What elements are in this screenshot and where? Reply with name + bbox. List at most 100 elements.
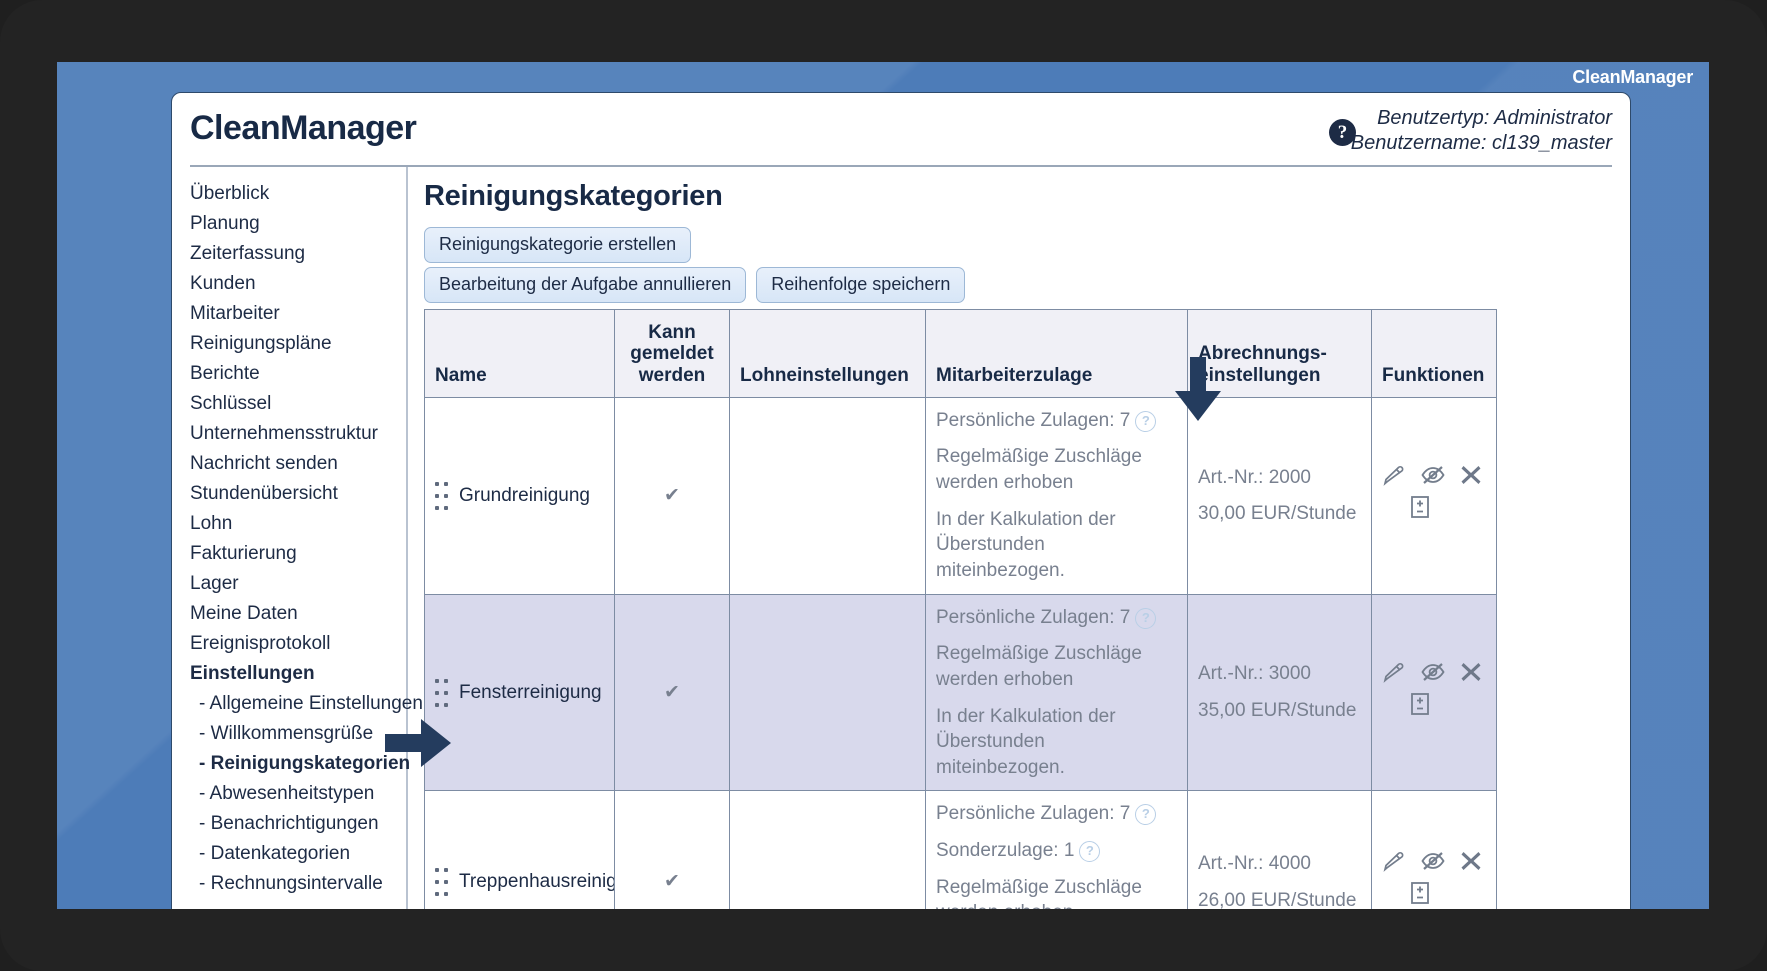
delete-x-icon[interactable] bbox=[1460, 661, 1482, 683]
sidebar-item-9[interactable]: Nachricht senden bbox=[190, 453, 338, 474]
category-name: Fensterreinigung bbox=[459, 681, 602, 703]
cell-can-report-check: ✔ bbox=[614, 790, 730, 909]
sidebar-item-2[interactable]: Zeiterfassung bbox=[190, 243, 306, 264]
supplement-line: Persönliche Zulagen: 7? bbox=[936, 408, 1177, 434]
sidebar-item-7[interactable]: Schlüssel bbox=[190, 393, 272, 414]
table-header-row: Name Kann gemeldet werden Lohneinstellun… bbox=[424, 309, 1497, 398]
help-question-icon[interactable]: ? bbox=[1079, 841, 1101, 863]
cell-functions bbox=[1371, 790, 1497, 909]
table-row[interactable]: Treppenhausreinigung✔ Persönliche Zulagen… bbox=[424, 790, 1497, 909]
billing-rate: 35,00 EUR/Stunde bbox=[1198, 700, 1357, 722]
sidebar-item-20[interactable]: - Abwesenheitstypen bbox=[199, 783, 375, 804]
functions-cell bbox=[1382, 464, 1486, 519]
billing-article: Art.-Nr.: 3000 bbox=[1198, 663, 1311, 685]
sidebar-item-14[interactable]: Meine Daten bbox=[190, 603, 298, 624]
edit-pencil-icon[interactable] bbox=[1382, 464, 1406, 486]
user-info: Benutzertyp: Administrator Benutzername:… bbox=[1351, 106, 1612, 156]
hide-eye-slash-icon[interactable] bbox=[1420, 464, 1446, 486]
cell-employee-supplement: Persönliche Zulagen: 7? Regelmäßige Zusch… bbox=[925, 593, 1188, 792]
supplement-line: Sonderzulage: 1? bbox=[936, 838, 1177, 864]
main-content: Reinigungskategorien Reinigungskategorie… bbox=[385, 167, 1630, 909]
sidebar-item-13[interactable]: Lager bbox=[190, 573, 239, 594]
sidebar-item-18[interactable]: - Willkommensgrüße bbox=[199, 723, 374, 744]
help-question-icon[interactable]: ? bbox=[1135, 804, 1157, 826]
edit-pencil-icon[interactable] bbox=[1382, 661, 1406, 683]
user-name: Benutzername: cl139_master bbox=[1350, 132, 1612, 154]
drag-handle-icon[interactable] bbox=[435, 868, 448, 897]
category-name: Treppenhausreinigung bbox=[459, 871, 614, 893]
hide-eye-slash-icon[interactable] bbox=[1420, 661, 1446, 683]
window-title: CleanManager bbox=[1572, 66, 1693, 87]
help-question-icon[interactable]: ? bbox=[1135, 607, 1157, 629]
sidebar-item-3[interactable]: Kunden bbox=[190, 273, 256, 294]
cell-name[interactable]: Fensterreinigung bbox=[424, 593, 615, 792]
edit-pencil-icon[interactable] bbox=[1382, 850, 1406, 872]
sidebar-item-6[interactable]: Berichte bbox=[190, 363, 260, 384]
plus-minus-box-icon[interactable] bbox=[1410, 495, 1430, 519]
plus-minus-box-icon[interactable] bbox=[1410, 881, 1430, 905]
sidebar-item-21[interactable]: - Benachrichtigungen bbox=[199, 813, 379, 834]
sidebar-item-17[interactable]: - Allgemeine Einstellungen bbox=[199, 693, 423, 714]
cell-billing-settings: Art.-Nr.: 2000 30,00 EUR/Stunde bbox=[1187, 396, 1372, 595]
toolbar-row-2: Bearbeitung der Aufgabe annullieren Reih… bbox=[424, 267, 1630, 303]
col-header-name[interactable]: Name bbox=[424, 309, 615, 398]
sidebar-item-10[interactable]: Stundenübersicht bbox=[190, 483, 338, 504]
delete-x-icon[interactable] bbox=[1460, 850, 1482, 872]
cell-employee-supplement: Persönliche Zulagen: 7? Regelmäßige Zusch… bbox=[925, 396, 1188, 595]
supplement-text: Persönliche Zulagen: 7 bbox=[936, 409, 1131, 431]
sidebar-item-0[interactable]: Überblick bbox=[190, 183, 270, 204]
save-order-button[interactable]: Reihenfolge speichern bbox=[756, 267, 966, 303]
hide-eye-slash-icon[interactable] bbox=[1420, 850, 1446, 872]
sidebar-item-19[interactable]: - Reinigungskategorien bbox=[199, 753, 411, 774]
name-wrapper: Treppenhausreinigung bbox=[435, 868, 614, 897]
sidebar-item-8[interactable]: Unternehmensstruktur bbox=[190, 423, 378, 444]
supplement-line: In der Kalkulation der Überstunden mitei… bbox=[936, 507, 1177, 584]
drag-handle-icon[interactable] bbox=[435, 678, 448, 707]
table-row[interactable]: Fensterreinigung ✔ Persönliche Zulagen: 7?… bbox=[424, 593, 1497, 792]
sidebar-item-16[interactable]: Einstellungen bbox=[190, 663, 315, 684]
sidebar-item-11[interactable]: Lohn bbox=[190, 513, 233, 534]
create-category-button[interactable]: Reinigungskategorie erstellen bbox=[424, 227, 692, 263]
cell-functions bbox=[1371, 593, 1497, 792]
functions-row-primary bbox=[1382, 661, 1486, 683]
cancel-task-edit-button[interactable]: Bearbeitung der Aufgabe annullieren bbox=[424, 267, 747, 303]
col-header-employee-supplement[interactable]: Mitarbeiterzulage bbox=[925, 309, 1188, 398]
name-wrapper: Fensterreinigung bbox=[435, 678, 604, 707]
functions-row-primary bbox=[1382, 850, 1486, 872]
supplement-text: In der Kalkulation der Überstunden mitei… bbox=[936, 705, 1116, 778]
supplement-line: Persönliche Zulagen: 7? bbox=[936, 801, 1177, 827]
cell-name[interactable]: Treppenhausreinigung bbox=[424, 790, 615, 909]
cell-name[interactable]: Grundreinigung bbox=[424, 396, 615, 595]
functions-cell bbox=[1382, 850, 1486, 905]
supplement-line: Persönliche Zulagen: 7? bbox=[936, 605, 1177, 631]
cell-employee-supplement: Persönliche Zulagen: 7? Sonderzulage: 1? R… bbox=[925, 790, 1188, 909]
supplement-text: Persönliche Zulagen: 7 bbox=[936, 803, 1131, 825]
sidebar-item-23[interactable]: - Rechnungsintervalle bbox=[199, 873, 383, 894]
sidebar-item-15[interactable]: Ereignisprotokoll bbox=[190, 633, 331, 654]
cell-can-report-check: ✔ bbox=[614, 396, 730, 595]
drag-handle-icon[interactable] bbox=[435, 481, 448, 510]
table-row[interactable]: Grundreinigung ✔ Persönliche Zulagen: 7? Re… bbox=[424, 396, 1497, 595]
plus-minus-box-icon[interactable] bbox=[1410, 692, 1430, 716]
col-header-wage-settings[interactable]: Lohneinstellungen bbox=[729, 309, 926, 398]
app-card: CleanManager ? Benutzertyp: Administrato… bbox=[171, 92, 1631, 909]
help-question-icon[interactable]: ? bbox=[1135, 410, 1157, 432]
sidebar-item-22[interactable]: - Datenkategorien bbox=[199, 843, 351, 864]
help-icon[interactable]: ? bbox=[1329, 119, 1356, 146]
functions-row-secondary bbox=[1410, 881, 1486, 905]
col-header-billing-settings[interactable]: Abrechnungs-einstellungen bbox=[1187, 309, 1372, 398]
sidebar-item-1[interactable]: Planung bbox=[190, 213, 260, 234]
cell-wage-settings bbox=[729, 593, 926, 792]
supplement-line: In der Kalkulation der Überstunden mitei… bbox=[936, 704, 1177, 781]
functions-row-secondary bbox=[1410, 692, 1486, 716]
page-title: Reinigungskategorien bbox=[424, 180, 723, 212]
cell-functions bbox=[1371, 396, 1497, 595]
sidebar-item-12[interactable]: Fakturierung bbox=[190, 543, 297, 564]
col-header-functions[interactable]: Funktionen bbox=[1371, 309, 1497, 398]
col-header-can-report[interactable]: Kann gemeldet werden bbox=[614, 309, 730, 398]
delete-x-icon[interactable] bbox=[1460, 464, 1482, 486]
sidebar-item-5[interactable]: Reinigungspläne bbox=[190, 333, 332, 354]
sidebar-item-4[interactable]: Mitarbeiter bbox=[190, 303, 280, 324]
functions-row-primary bbox=[1382, 464, 1486, 486]
functions-cell bbox=[1382, 661, 1486, 716]
